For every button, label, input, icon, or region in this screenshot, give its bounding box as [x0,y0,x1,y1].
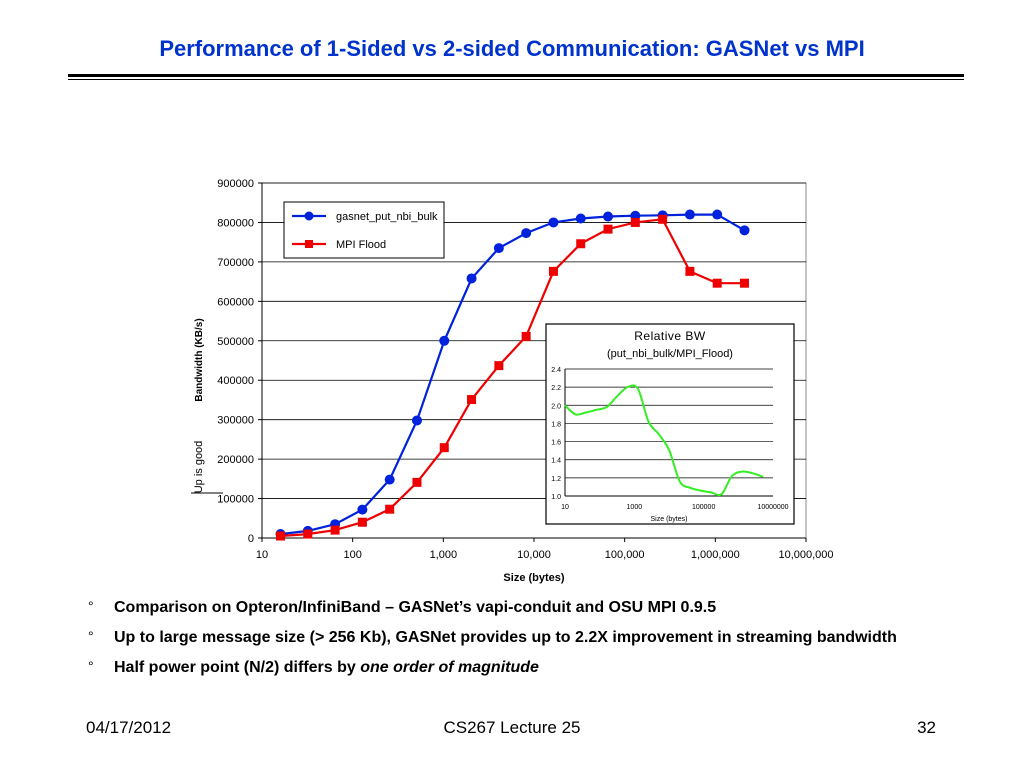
legend-label: gasnet_put_nbi_bulk [336,211,438,223]
x-tick-label: 1,000 [430,549,458,561]
inset-y-tick-label: 1.0 [551,494,561,501]
inset-x-tick-label: 1000 [627,504,643,511]
data-point [276,531,286,541]
data-point [411,415,422,426]
y-tick-label: 200000 [217,454,254,466]
data-point [712,278,722,288]
data-point [548,217,559,228]
y-tick-label: 600000 [217,296,254,308]
data-point [684,209,695,220]
data-point [576,239,586,249]
bullet-text: Up to large message size (> 256 Kb), GAS… [114,629,897,646]
x-tick-label: 100 [343,549,361,561]
y-tick-label: 700000 [217,257,254,269]
data-point [467,395,477,405]
inset-y-tick-label: 1.2 [551,476,561,483]
inset-y-tick-label: 1.6 [551,440,561,447]
bullet-item: ° Up to large message size (> 256 Kb), G… [88,628,948,648]
y-tick-label: 500000 [217,336,254,348]
y-tick-label: 100000 [217,494,254,506]
x-tick-label: 10,000 [517,549,551,561]
slide-title: Performance of 1-Sided vs 2-sided Commun… [159,36,865,61]
data-point [439,443,449,453]
inset-y-tick-label: 1.4 [551,458,561,465]
footer-page-number: 32 [917,718,936,737]
inset-frame [545,323,795,525]
footer-date: 04/17/2012 [86,718,172,737]
inset-x-tick-label: 10000000 [757,504,788,511]
data-point [603,224,613,234]
bullet-marker: ° [88,628,94,644]
bandwidth-chart: 0 100000 200000 300000 400000 500000 600000 700… [191,178,834,584]
data-point [739,278,749,288]
x-tick-label: 10,000,000 [778,549,833,561]
title-rule-thin [68,79,964,80]
bullet-text: Half power point (N/2) differs by [114,659,361,676]
title-rule [68,74,964,77]
bullet-item: ° Half power point (N/2) differs by one … [88,658,948,678]
data-point [330,525,340,535]
y-tick-label: 800000 [217,217,254,229]
data-point [384,474,395,485]
legend-label: MPI Flood [336,239,386,251]
data-point [658,214,668,224]
x-axis-label: Size (bytes) [503,572,564,584]
bullet-text: Comparison on Opteron/InfiniBand – GASNe… [114,599,717,616]
bullet-item: ° Comparison on Opteron/InfiniBand – GAS… [88,598,948,618]
footer-course: CS267 Lecture 25 [443,718,581,737]
inset-y-tick-label: 2.2 [551,385,561,392]
legend-box [283,201,445,259]
data-point [494,361,504,371]
data-point [712,209,723,220]
inset-y-tick-label: 2.4 [551,367,561,374]
data-point [439,335,450,346]
inset-x-tick-label: 10 [561,504,569,511]
data-point [521,331,531,341]
bullet-marker: ° [88,658,94,674]
series-line [280,218,745,538]
data-point [630,217,640,227]
x-tick-label: 100,000 [605,549,645,561]
inset-y-tick-label: 1.8 [551,421,561,428]
y-tick-label: 300000 [217,415,254,427]
data-point [739,225,750,236]
inset-x-axis-label: Size (bytes) [651,516,688,523]
y-axis-label: Bandwidth (KB/s) [194,318,205,401]
inset-series-line [564,384,764,497]
data-point [466,273,477,284]
data-point [521,228,532,239]
bullet-emphasis: one order of magnitude [360,659,539,676]
y-tick-label: 400000 [217,375,254,387]
data-point [603,211,614,222]
y-tick-label: 0 [248,533,254,545]
inset-title: Relative BW [634,329,706,343]
data-point [357,517,367,527]
inset-subtitle: (put_nbi_bulk/MPI_Flood) [607,348,733,360]
data-point [493,243,504,254]
bullet-marker: ° [88,598,94,614]
data-point [357,504,368,515]
data-point [303,529,313,539]
inset-y-tick-label: 2.0 [551,403,561,410]
data-point [548,266,558,276]
legend-marker [304,211,314,221]
data-point [685,266,695,276]
x-tick-label: 1,000,000 [691,549,740,561]
inset-x-tick-label: 100000 [692,504,715,511]
y-annotation: Up is good [193,441,205,494]
x-tick-label: 10 [256,549,268,561]
bullet-list: ° Comparison on Opteron/InfiniBand – GAS… [88,598,948,688]
data-point [412,477,422,487]
legend-marker [305,240,313,248]
data-point [385,504,395,514]
data-point [575,213,586,224]
y-tick-label: 900000 [217,178,254,190]
